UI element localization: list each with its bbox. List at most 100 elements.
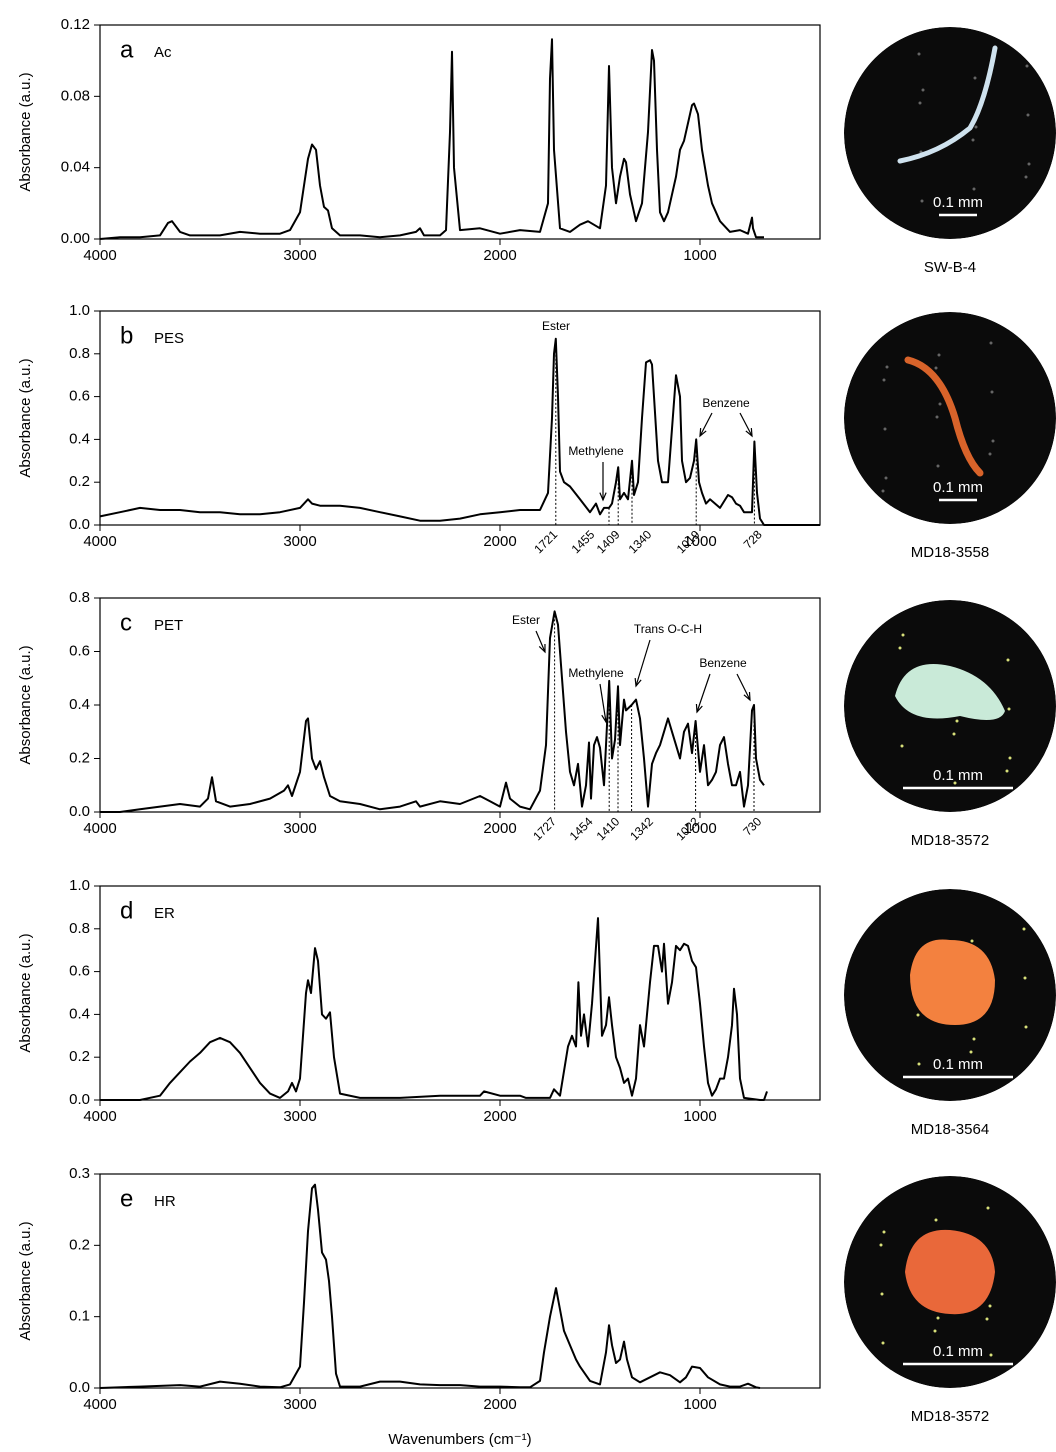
y-tick-label: 0.08	[61, 87, 90, 104]
speck	[938, 402, 942, 406]
speck	[1025, 64, 1029, 68]
speck	[936, 464, 940, 468]
peak-label: 1455	[569, 527, 598, 556]
speck	[935, 415, 939, 419]
speck	[921, 88, 925, 92]
x-tick-label: 3000	[283, 820, 316, 837]
annotation-arrow	[699, 412, 713, 437]
micrograph-bg	[844, 312, 1056, 524]
speck	[900, 744, 904, 748]
y-tick-label: 0.3	[69, 1165, 90, 1182]
scale-bar-label: 0.1 mm	[933, 1056, 983, 1073]
annotation-arrow	[739, 412, 753, 437]
x-tick-label: 1000	[683, 1108, 716, 1125]
speck	[1026, 113, 1030, 117]
spectrum-line	[99, 1183, 761, 1389]
annotation: Trans O-C-H	[634, 622, 702, 636]
arrow-head	[743, 691, 751, 702]
y-tick-label: 0.6	[69, 388, 90, 405]
x-tick-label: 2000	[483, 247, 516, 264]
image-caption: MD18-3572	[911, 1408, 989, 1425]
annotation: Methylene	[568, 444, 624, 458]
x-tick-label: 3000	[283, 533, 316, 550]
particle	[897, 45, 998, 164]
y-tick-label: 0.2	[69, 473, 90, 490]
arrow-head	[538, 643, 546, 654]
speck	[971, 138, 975, 142]
speck	[1007, 707, 1011, 711]
speck	[916, 1013, 920, 1017]
speck	[990, 390, 994, 394]
micrograph: 0.1 mm	[844, 312, 1056, 524]
y-axis-label: Absorbance (a.u.)	[17, 1221, 34, 1340]
speck	[970, 939, 974, 943]
particle	[895, 664, 1005, 720]
speck	[933, 1329, 937, 1333]
speck	[937, 353, 941, 357]
speck	[884, 476, 888, 480]
panel-name: Ac	[154, 44, 172, 61]
spectrum-line	[99, 337, 820, 526]
micrograph: 0.1 mm	[844, 1176, 1056, 1388]
micrograph-bg	[844, 27, 1056, 239]
x-tick-label: 2000	[483, 533, 516, 550]
y-tick-label: 0.04	[61, 159, 90, 176]
panel-letter: e	[120, 1185, 133, 1212]
micrograph: 0.1 mm	[844, 600, 1056, 812]
panel-letter: c	[120, 609, 132, 636]
speck	[988, 452, 992, 456]
arrow-head	[634, 677, 642, 688]
spectrum-line	[100, 610, 765, 813]
y-tick-label: 0.1	[69, 1308, 90, 1325]
y-tick-label: 0.8	[69, 920, 90, 937]
peak-label: 730	[740, 814, 764, 838]
y-tick-label: 1.0	[69, 877, 90, 894]
speck	[953, 781, 957, 785]
speck	[991, 439, 995, 443]
spectrum-line	[100, 917, 768, 1101]
annotation-arrow	[599, 683, 607, 723]
scale-bar-label: 0.1 mm	[933, 194, 983, 211]
plot-frame	[99, 310, 821, 526]
x-tick-label: 2000	[483, 820, 516, 837]
x-tick-label: 3000	[283, 1396, 316, 1413]
y-tick-label: 0.2	[69, 1236, 90, 1253]
y-tick-label: 0.12	[61, 16, 90, 33]
speck	[898, 646, 902, 650]
y-axis-label: Absorbance (a.u.)	[17, 933, 34, 1052]
speck	[985, 1317, 989, 1321]
y-tick-label: 0.0	[69, 803, 90, 820]
y-tick-label: 0.4	[69, 430, 90, 447]
annotation: Methylene	[568, 666, 624, 680]
speck	[1024, 175, 1028, 179]
arrow-head	[695, 703, 703, 714]
speck	[972, 187, 976, 191]
panel-name: ER	[154, 905, 175, 922]
plot-frame	[99, 24, 821, 240]
arrow-head	[745, 427, 753, 438]
speck	[988, 1304, 992, 1308]
panel-letter: d	[120, 897, 133, 924]
speck	[989, 1353, 993, 1357]
x-tick-label: 4000	[83, 533, 116, 550]
speck	[955, 719, 959, 723]
panel-name: HR	[154, 1193, 176, 1210]
x-tick-label: 4000	[83, 1108, 116, 1125]
peak-label: 728	[741, 527, 765, 551]
y-tick-label: 0.0	[69, 1091, 90, 1108]
x-tick-label: 2000	[483, 1396, 516, 1413]
peak-label: 1340	[626, 527, 655, 556]
peak-label: 1342	[627, 814, 656, 843]
y-tick-label: 0.8	[69, 345, 90, 362]
arrow-head	[601, 714, 609, 724]
speck	[881, 489, 885, 493]
spectrum-line	[99, 38, 764, 240]
plot-frame	[99, 1173, 821, 1389]
x-tick-label: 2000	[483, 1108, 516, 1125]
plot-frame	[99, 885, 821, 1101]
speck	[1027, 162, 1031, 166]
speck	[883, 427, 887, 431]
y-tick-label: 0.2	[69, 749, 90, 766]
y-tick-label: 1.0	[69, 302, 90, 319]
